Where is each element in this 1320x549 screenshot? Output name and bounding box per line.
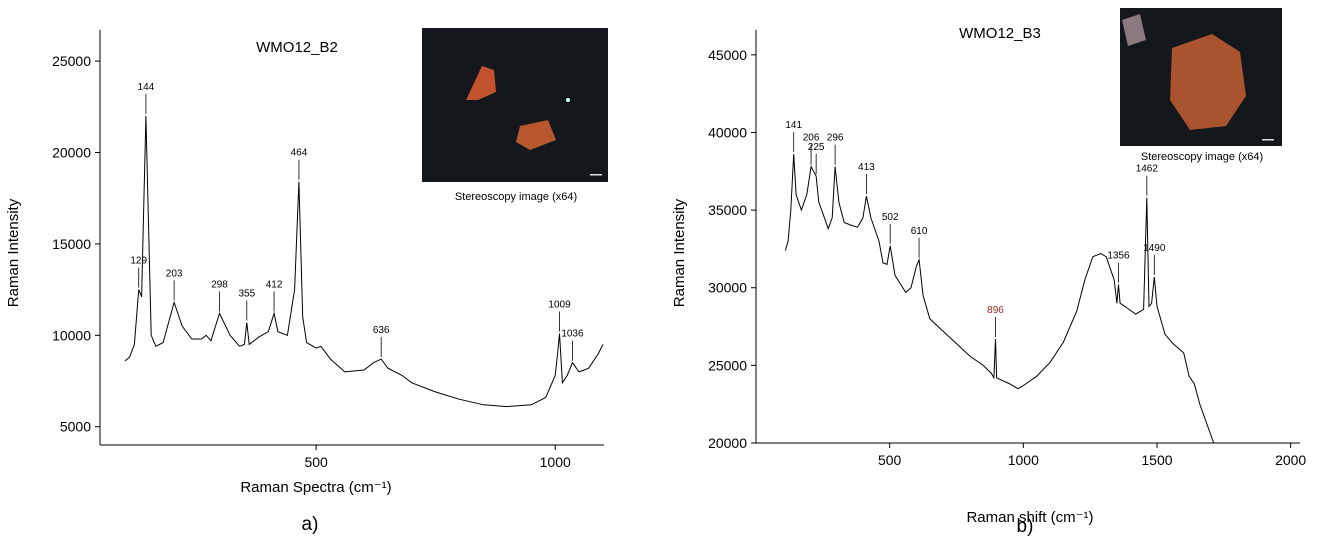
peak-label: 412: [266, 279, 283, 290]
x-tick-label: 2000: [1275, 452, 1306, 468]
x-tick-label: 1000: [1008, 452, 1039, 468]
peak-label: 1356: [1107, 251, 1130, 262]
x-tick-label: 500: [878, 452, 902, 468]
y-tick-label: 20000: [708, 435, 747, 451]
y-tick-label: 15000: [52, 236, 91, 252]
y-axis-label: Raman Intensity: [5, 198, 22, 307]
spectrum-line: [124, 115, 604, 408]
y-tick-label: 35000: [708, 202, 747, 218]
peak-label: 896: [987, 305, 1004, 316]
y-tick-label: 25000: [708, 357, 747, 373]
peak-label: 1490: [1143, 243, 1166, 254]
y-tick-label: 45000: [708, 47, 747, 63]
spectrum-line: [784, 154, 1215, 444]
peak-label: 1462: [1136, 164, 1159, 175]
inset-image: [422, 28, 608, 182]
peak-label: 610: [911, 226, 928, 237]
y-tick-label: 40000: [708, 124, 747, 140]
peak-label: 129: [130, 256, 147, 267]
panel-label: a): [302, 514, 319, 535]
peak-label: 206: [803, 133, 820, 144]
chart-title: WMO12_B2: [256, 39, 338, 56]
peak-label: 502: [882, 212, 899, 223]
peak-label: 464: [291, 148, 308, 159]
x-tick-label: 500: [304, 454, 328, 470]
chart-title: WMO12_B3: [959, 25, 1041, 42]
peak-label: 1009: [548, 299, 571, 310]
y-tick-label: 25000: [52, 53, 91, 69]
peak-label: 144: [138, 82, 155, 93]
x-axis-label: Raman shift (cm⁻¹): [966, 509, 1093, 526]
peak-label: 413: [858, 162, 875, 173]
x-tick-label: 1500: [1141, 452, 1172, 468]
peak-label: 1036: [561, 329, 584, 340]
peak-label: 296: [827, 133, 844, 144]
x-axis-label: Raman Spectra (cm⁻¹): [240, 479, 391, 496]
x-tick-label: 1000: [540, 454, 571, 470]
peak-label: 225: [808, 142, 825, 153]
y-tick-label: 10000: [52, 327, 91, 343]
peak-label: 298: [211, 279, 228, 290]
inset-image: [1120, 8, 1282, 146]
inset-caption: Stereoscopy image (x64): [1141, 151, 1263, 163]
y-tick-label: 30000: [708, 280, 747, 296]
peak-label: 203: [166, 268, 183, 279]
inset-caption: Stereoscopy image (x64): [455, 191, 577, 203]
panel-label: b): [1017, 516, 1034, 537]
y-tick-label: 20000: [52, 144, 91, 160]
y-tick-label: 5000: [60, 419, 91, 435]
y-axis-label: Raman Intensity: [671, 198, 688, 307]
peak-label: 141: [785, 120, 802, 131]
peak-label: 636: [373, 325, 390, 336]
peak-label: 355: [238, 289, 255, 300]
